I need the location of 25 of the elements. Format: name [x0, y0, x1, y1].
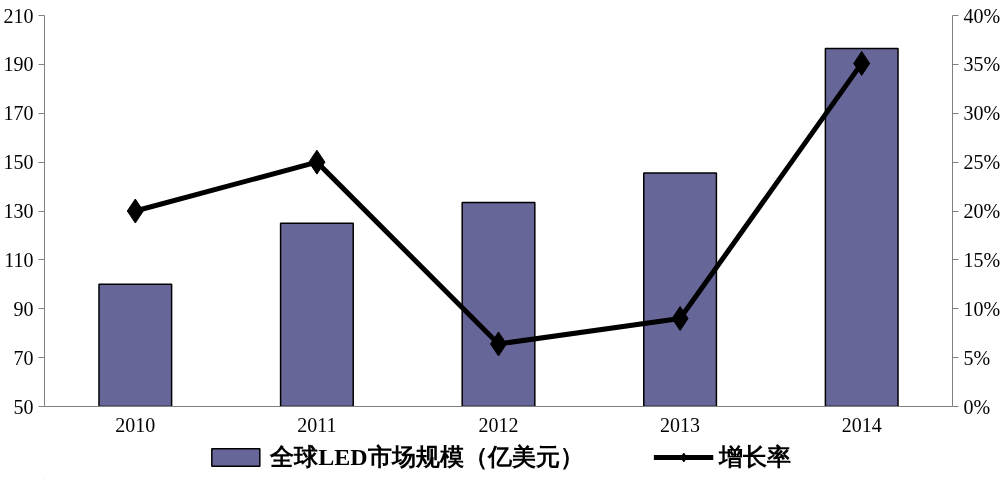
x-tick-label: 2013 — [660, 413, 701, 436]
y2-tick-label: 35% — [963, 53, 1001, 76]
y-tick-label: 70 — [13, 346, 34, 369]
legend-label: 增长率 — [718, 443, 791, 472]
y-tick-label: 110 — [4, 248, 34, 271]
y-tick-label: 190 — [3, 53, 34, 76]
y2-tick-label: 40% — [963, 4, 1001, 27]
x-tick-label: 2014 — [841, 413, 882, 436]
y2-tick-label: 10% — [963, 297, 1001, 320]
y-tick-label: 90 — [13, 297, 34, 320]
y2-tick-label: 5% — [963, 346, 991, 369]
y2-tick-label: 30% — [963, 102, 1001, 125]
y-tick-label: 170 — [3, 102, 34, 125]
y-tick-label: 130 — [3, 200, 34, 222]
y2-tick-label: 25% — [963, 151, 1001, 174]
y-tick-label: 150 — [3, 151, 34, 174]
x-tick-label: 2011 — [297, 413, 337, 436]
y2-tick-label: 15% — [963, 248, 1001, 271]
legend-label: 全球LED市场规模（亿美元） — [270, 443, 584, 472]
y2-tick-label: 20% — [963, 200, 1001, 222]
x-tick-label: 2010 — [115, 413, 156, 436]
y2-tick-label: 0% — [963, 395, 991, 418]
y-tick-label: 210 — [3, 4, 34, 27]
x-tick-label: 2012 — [478, 413, 519, 436]
y-tick-label: 50 — [13, 395, 34, 418]
